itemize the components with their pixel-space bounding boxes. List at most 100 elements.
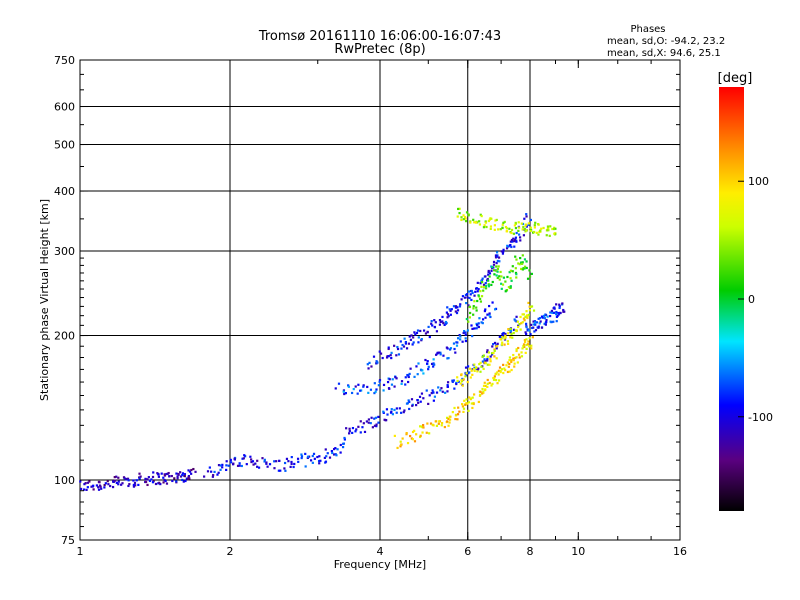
- data-point: [514, 255, 517, 258]
- data-point: [92, 488, 95, 491]
- data-point: [219, 464, 222, 467]
- data-point: [137, 483, 140, 487]
- data-point: [530, 272, 533, 276]
- data-point: [257, 466, 261, 469]
- data-point: [486, 349, 489, 352]
- data-point: [245, 463, 248, 466]
- data-point: [490, 353, 494, 356]
- data-point: [537, 326, 540, 329]
- data-point: [377, 415, 380, 418]
- data-point: [462, 407, 466, 410]
- data-point: [507, 332, 510, 335]
- data-point: [505, 247, 509, 250]
- data-point: [144, 477, 147, 480]
- data-point: [151, 481, 155, 484]
- data-point: [494, 345, 498, 348]
- data-point: [550, 309, 554, 313]
- data-point: [473, 327, 476, 330]
- data-point: [503, 220, 506, 224]
- data-point: [533, 330, 536, 333]
- data-point: [179, 475, 183, 478]
- data-point: [469, 376, 472, 379]
- data-point: [306, 455, 310, 458]
- data-point: [297, 460, 300, 463]
- data-point: [484, 362, 487, 365]
- data-point: [243, 454, 246, 457]
- data-point: [492, 343, 495, 346]
- data-point: [487, 219, 490, 223]
- data-point: [366, 385, 369, 389]
- data-point: [419, 434, 422, 437]
- data-point: [120, 483, 123, 486]
- x-tick-label: 2: [227, 545, 234, 558]
- data-point: [225, 468, 228, 472]
- data-point: [265, 461, 268, 464]
- data-point: [480, 285, 483, 288]
- data-point: [232, 462, 235, 465]
- data-point: [402, 345, 406, 348]
- data-point: [480, 279, 483, 283]
- data-point: [528, 309, 532, 312]
- data-point: [555, 303, 558, 306]
- data-point: [405, 347, 409, 350]
- data-point: [86, 486, 89, 489]
- data-point: [437, 386, 440, 389]
- y-tick-label: 750: [54, 54, 75, 67]
- x-tick-label: 4: [377, 545, 384, 558]
- data-point: [523, 258, 527, 261]
- data-point: [181, 472, 185, 475]
- data-point: [441, 320, 444, 323]
- data-point: [324, 448, 327, 451]
- data-point: [515, 258, 518, 261]
- data-point: [482, 390, 485, 393]
- data-point: [555, 313, 558, 316]
- data-point: [336, 448, 339, 451]
- data-point: [188, 470, 192, 473]
- data-point: [501, 223, 504, 226]
- data-point: [525, 213, 528, 216]
- data-point: [486, 359, 489, 362]
- data-point: [481, 360, 484, 363]
- data-point: [525, 314, 529, 317]
- data-point: [442, 322, 445, 325]
- data-point: [100, 487, 103, 490]
- data-point: [166, 472, 169, 475]
- data-point: [473, 369, 476, 373]
- data-point: [439, 353, 442, 356]
- data-point: [482, 354, 485, 357]
- data-point: [557, 313, 561, 316]
- data-point: [387, 346, 390, 349]
- data-point: [362, 422, 365, 425]
- data-point: [216, 473, 219, 476]
- data-point: [416, 329, 420, 332]
- data-point: [525, 347, 528, 351]
- data-point: [524, 316, 527, 319]
- data-point: [115, 481, 118, 485]
- data-point: [484, 221, 488, 224]
- data-point: [417, 336, 420, 339]
- data-point: [529, 305, 532, 308]
- data-point: [464, 337, 467, 340]
- data-point: [439, 389, 442, 392]
- data-point: [509, 285, 512, 288]
- colorbar-label: [deg]: [718, 71, 753, 86]
- data-point: [521, 268, 524, 271]
- y-tick-label: 300: [54, 245, 75, 258]
- data-point: [324, 460, 328, 463]
- data-point: [435, 391, 439, 394]
- data-point: [445, 416, 449, 419]
- data-point: [549, 314, 552, 318]
- data-point: [450, 308, 453, 311]
- data-point: [553, 311, 556, 314]
- data-point: [435, 330, 439, 333]
- data-point: [447, 417, 450, 421]
- data-point: [461, 384, 464, 387]
- data-point: [484, 384, 487, 388]
- data-point: [428, 432, 431, 435]
- data-point: [527, 222, 530, 225]
- data-point: [466, 293, 469, 296]
- data-point: [553, 232, 556, 235]
- data-point: [407, 399, 410, 402]
- data-point: [444, 391, 447, 394]
- data-point: [508, 370, 511, 373]
